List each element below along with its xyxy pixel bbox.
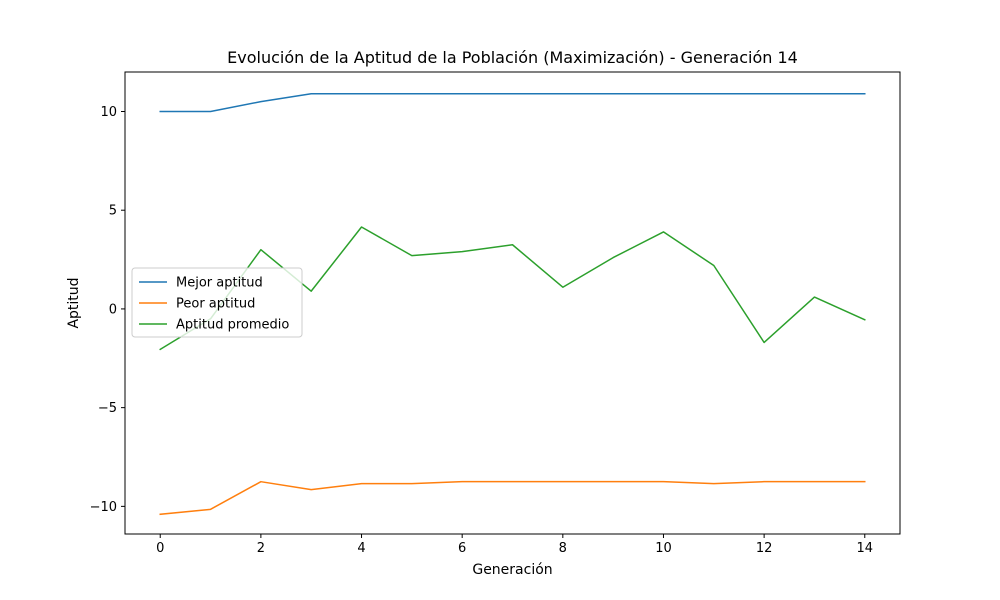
y-tick-label: 10 [100,105,117,120]
y-axis-label: Aptitud [66,277,82,328]
y-tick-label: −5 [98,401,117,416]
y-tick-label: 5 [109,204,117,219]
x-tick-label: 12 [756,541,773,556]
y-tick-label: −10 [90,500,117,515]
legend: Mejor aptitud Peor aptitud Aptitud promedi… [131,267,303,338]
y-axis: −10 −5 0 5 10 [90,105,125,515]
series-line-2 [159,226,866,351]
x-tick-label: 0 [156,541,164,556]
chart-title: Evolución de la Aptitud de la Población … [227,48,798,67]
legend-box [131,267,303,338]
y-tick-label: 0 [109,302,117,317]
x-axis: 0 2 4 6 8 10 12 14 [156,534,873,556]
x-tick-label: 14 [856,541,873,556]
x-tick-label: 4 [357,541,365,556]
x-tick-label: 6 [458,541,466,556]
x-tick-label: 2 [257,541,265,556]
series-line-0 [159,92,866,113]
legend-label-2: Aptitud promedio [176,318,289,333]
plot-frame [124,71,901,535]
legend-label-1: Peor aptitud [176,297,255,312]
x-tick-label: 10 [655,541,672,556]
legend-label-0: Mejor aptitud [176,276,263,291]
series-line-1 [159,480,866,516]
series-layer [159,92,866,516]
x-tick-label: 8 [559,541,567,556]
x-axis-label: Generación [472,562,552,578]
